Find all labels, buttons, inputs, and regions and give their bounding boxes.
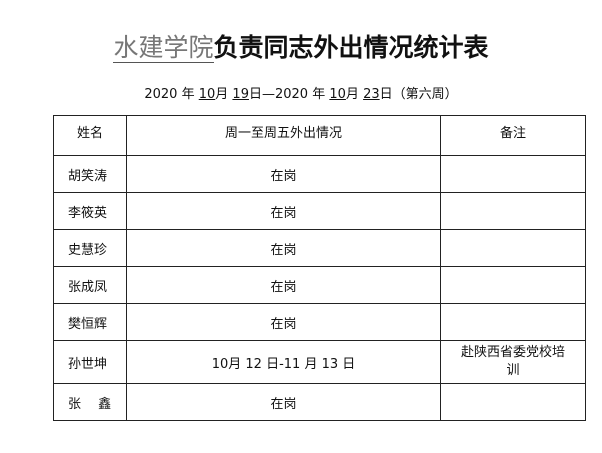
note-cell: 赴陕西省委党校培训	[440, 340, 586, 384]
status-cell: 在岗	[126, 192, 441, 230]
table-row: 史慧珍 在岗	[53, 229, 586, 267]
week-label: （第六周）	[392, 87, 458, 102]
table-row: 张成凤 在岗	[53, 266, 586, 304]
document-title: 水建学院负责同志外出情况统计表	[0, 28, 602, 64]
table-row: 孙世坤 10月 12 日-11 月 13 日赴陕西省委党校培训	[53, 340, 586, 384]
status-cell: 在岗	[126, 229, 441, 267]
end-month: 10	[329, 87, 346, 102]
status-cell: 10月 12 日-11 月 13 日	[126, 340, 441, 384]
date-range: 2020 年 10月 19日—2020 年 10月 23日（第六周）	[0, 83, 602, 102]
status-cell: 在岗	[126, 383, 441, 421]
label: —	[261, 87, 275, 102]
note-cell	[440, 383, 586, 421]
table-row: 李筱英 在岗	[53, 192, 586, 230]
name-cell: 史慧珍	[53, 229, 127, 267]
start-month: 10	[198, 87, 216, 102]
header-name: 姓名	[53, 115, 127, 156]
status-cell: 在岗	[126, 155, 441, 193]
name-cell: 樊恒辉	[53, 303, 127, 341]
label: 年	[312, 87, 326, 102]
attendance-table: 姓名 周一至周五外出情况 备注 胡笑涛 在岗 李筱英 在岗 史慧珍 在岗 张成凤 在岗 …	[53, 115, 586, 421]
name-cell: 李筱英	[53, 192, 127, 230]
label: 年	[181, 87, 195, 102]
label: 日	[248, 87, 262, 102]
name-cell: 孙世坤	[53, 340, 127, 384]
title-rest: 负责同志外出情况统计表	[213, 33, 489, 62]
start-day: 19	[232, 87, 249, 102]
note-cell	[440, 192, 586, 230]
table-row: 胡笑涛 在岗	[53, 155, 586, 193]
header-status: 周一至周五外出情况	[126, 115, 441, 156]
end-day: 23	[363, 87, 380, 102]
start-year: 2020	[144, 87, 178, 102]
table-header: 姓名 周一至周五外出情况 备注	[53, 115, 586, 156]
label: 日	[379, 87, 393, 102]
table-row: 樊恒辉 在岗	[53, 303, 586, 341]
name-cell: 张 鑫	[53, 383, 127, 421]
note-cell	[440, 229, 586, 267]
label: 月	[345, 87, 359, 102]
note-cell	[440, 155, 586, 193]
name-cell: 张成凤	[53, 266, 127, 304]
label: 月	[215, 87, 229, 102]
name-cell: 胡笑涛	[53, 155, 127, 193]
end-year: 2020	[274, 87, 309, 102]
title-org: 水建学院	[113, 33, 214, 63]
status-cell: 在岗	[126, 303, 441, 341]
note-cell	[440, 303, 586, 341]
table-row: 张 鑫在岗	[53, 383, 586, 421]
header-note: 备注	[440, 115, 586, 156]
note-cell	[440, 266, 586, 304]
status-cell: 在岗	[126, 266, 441, 304]
